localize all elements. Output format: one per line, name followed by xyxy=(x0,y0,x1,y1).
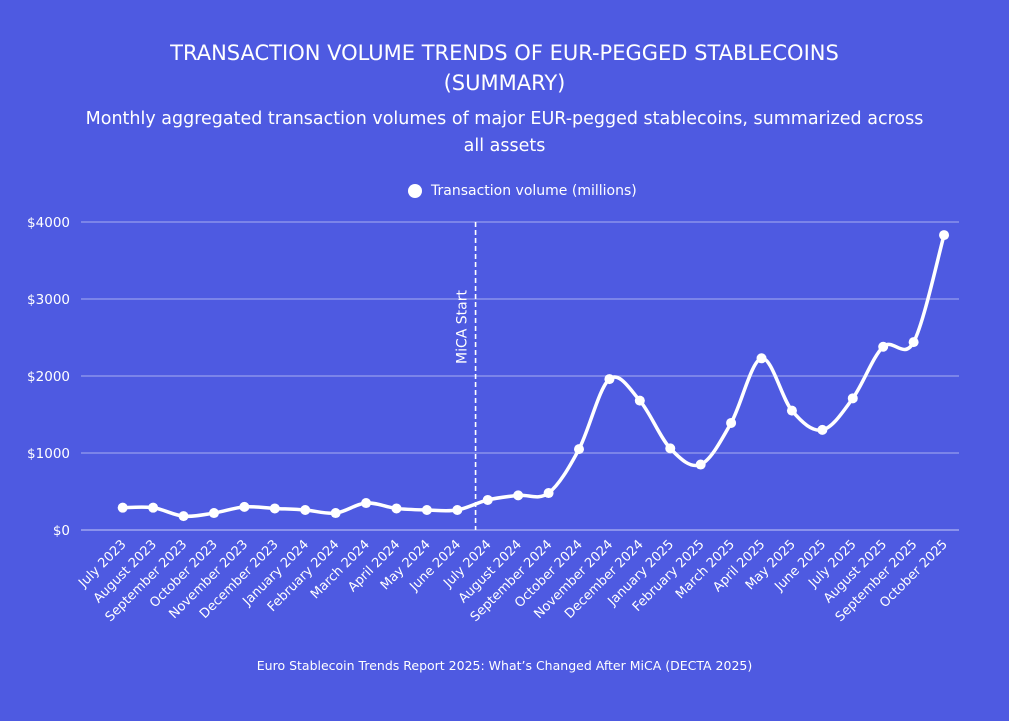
data-point-25 xyxy=(878,341,889,352)
data-point-22 xyxy=(786,405,797,416)
data-point-2 xyxy=(178,511,189,522)
chart-subtitle: Monthly aggregated transaction volumes o… xyxy=(85,109,924,156)
data-point-12 xyxy=(482,494,493,505)
mica-start-label: MiCA Start xyxy=(455,290,471,364)
data-point-3 xyxy=(208,508,219,519)
y-tick-label: $1000 xyxy=(27,446,70,462)
data-point-21 xyxy=(756,353,767,364)
legend[interactable]: Transaction volume (millions) xyxy=(408,183,637,199)
data-point-11 xyxy=(452,504,463,515)
y-tick-label: $2000 xyxy=(27,369,70,385)
data-point-27 xyxy=(939,230,950,241)
data-point-14 xyxy=(543,488,554,499)
chart-title: TRANSACTION VOLUME TRENDS OF EUR-PEGGED … xyxy=(170,41,839,95)
y-tick-label: $3000 xyxy=(27,292,70,308)
data-point-23 xyxy=(817,424,828,435)
data-point-19 xyxy=(695,459,706,470)
y-tick-label: $0 xyxy=(53,523,70,539)
data-point-4 xyxy=(239,501,250,512)
data-point-5 xyxy=(269,503,280,514)
data-point-15 xyxy=(574,444,584,455)
data-point-18 xyxy=(665,443,676,454)
data-point-10 xyxy=(421,504,432,515)
data-point-20 xyxy=(726,417,737,428)
data-point-9 xyxy=(391,503,402,514)
data-point-13 xyxy=(513,490,524,501)
data-point-17 xyxy=(634,395,645,406)
data-point-1 xyxy=(148,502,159,513)
data-point-8 xyxy=(361,498,372,509)
data-point-26 xyxy=(908,337,919,348)
legend-label: Transaction volume (millions) xyxy=(431,183,637,199)
data-point-6 xyxy=(300,504,311,515)
legend-marker-icon xyxy=(408,184,422,198)
data-point-24 xyxy=(847,393,858,404)
data-point-7 xyxy=(330,508,341,519)
data-point-0 xyxy=(117,502,128,513)
source-note: Euro Stablecoin Trends Report 2025: What… xyxy=(256,658,753,673)
y-tick-label: $4000 xyxy=(27,215,70,231)
data-point-16 xyxy=(604,374,615,385)
